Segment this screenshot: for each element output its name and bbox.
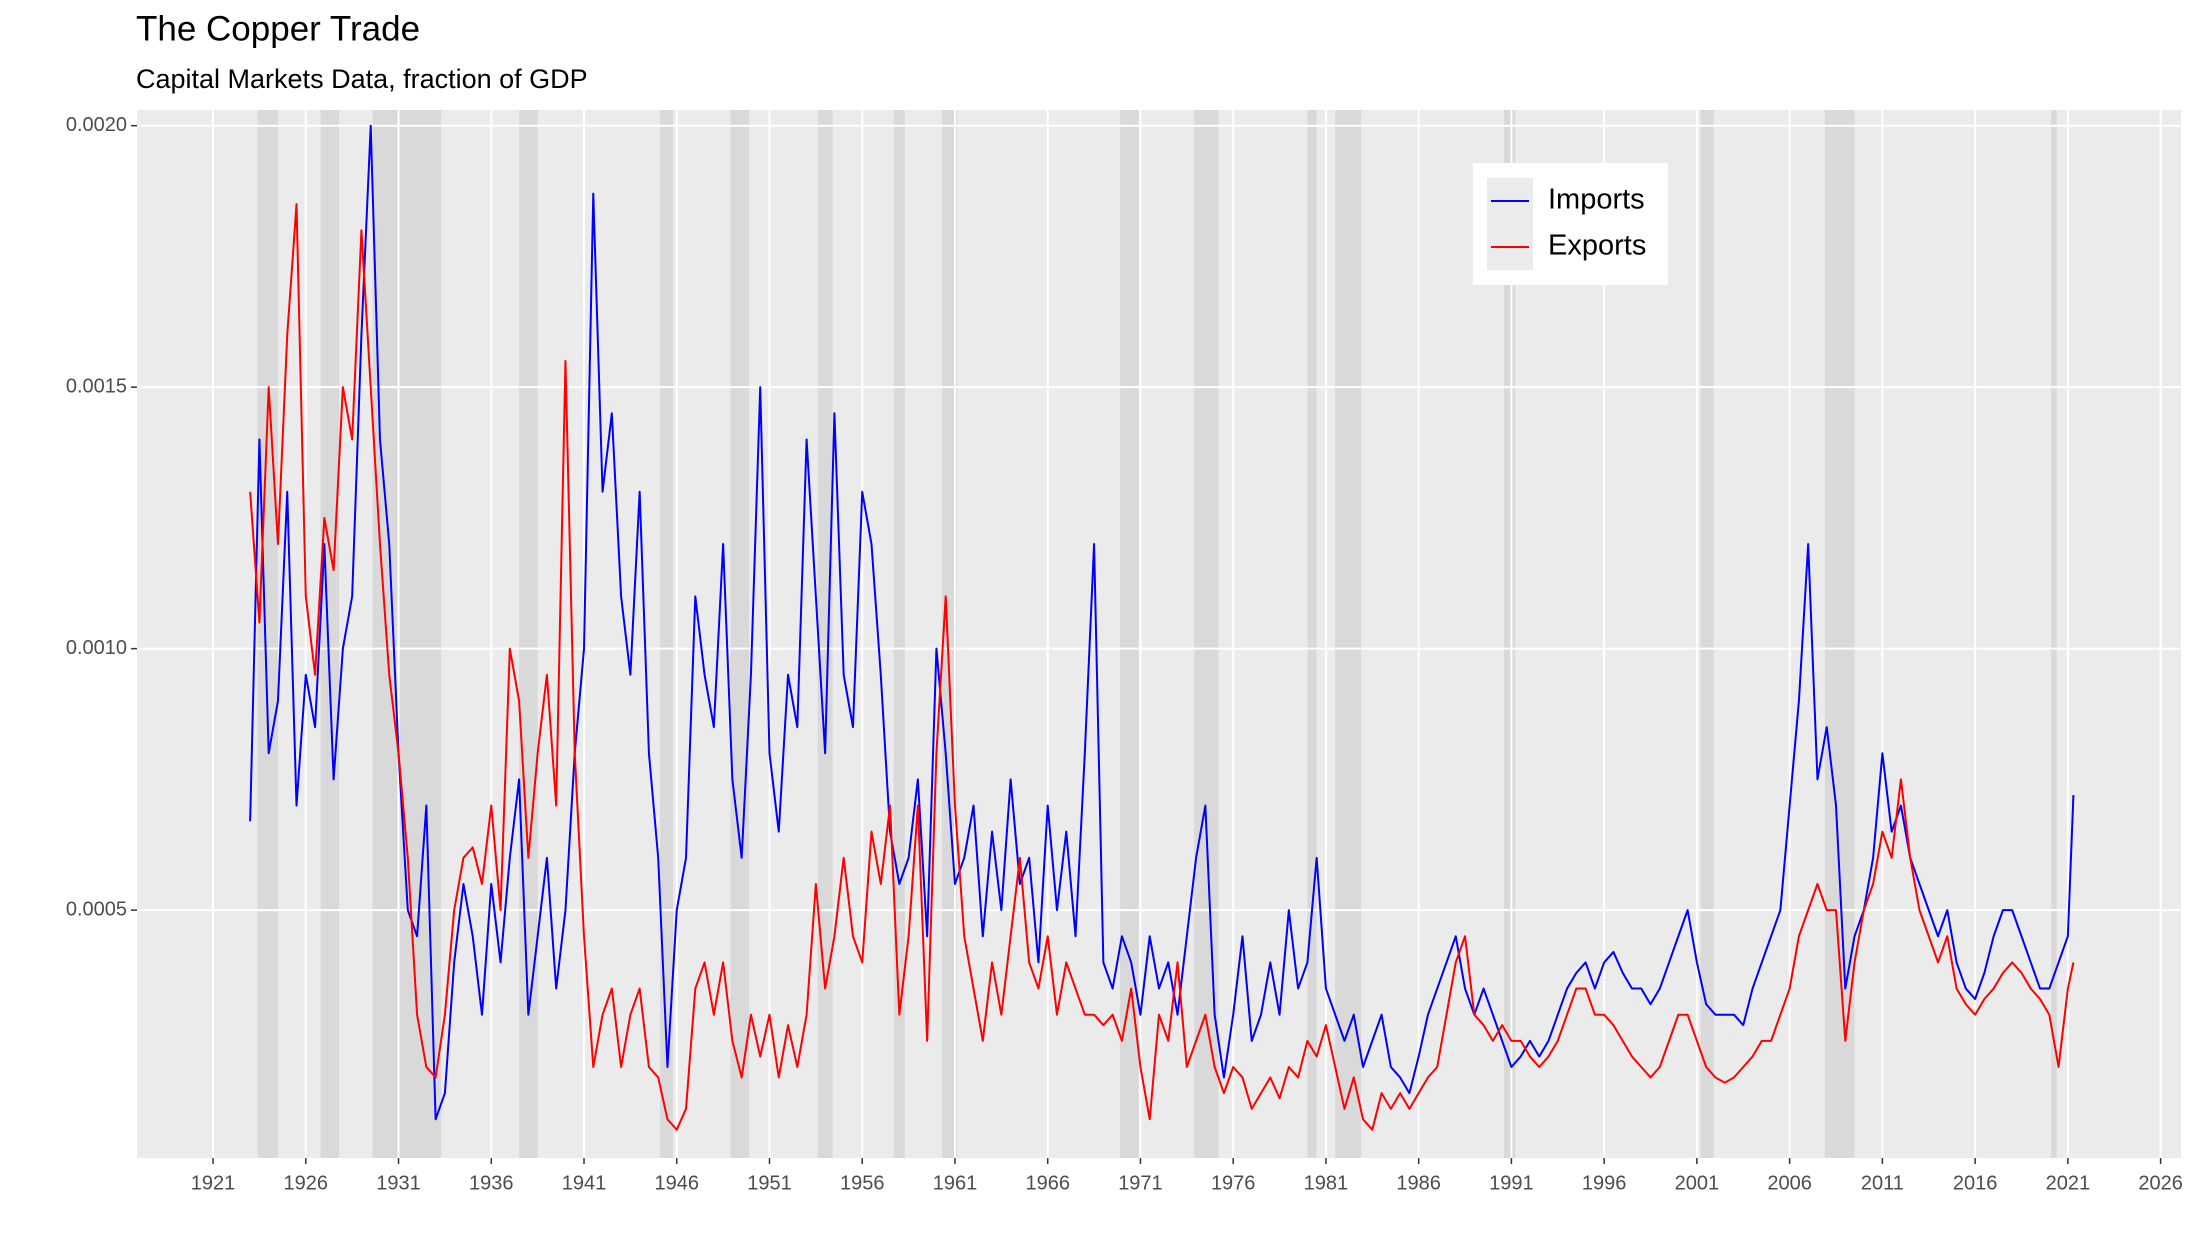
- plot-background: [137, 110, 2181, 1158]
- legend-label: Exports: [1548, 230, 1646, 262]
- x-tick-label: 1986: [1396, 1172, 1441, 1194]
- data-line: [249, 124, 2075, 1121]
- shaded-period: [1307, 110, 1317, 1158]
- x-tick-label: 1956: [840, 1172, 885, 1194]
- shaded-period: [257, 110, 278, 1158]
- y-tick-label: 0.0010: [66, 637, 127, 659]
- x-tick-label: 2026: [2138, 1172, 2183, 1194]
- shaded-period: [1194, 110, 1219, 1158]
- shaded-period: [2051, 110, 2057, 1158]
- x-tick-label: 2016: [1953, 1172, 1998, 1194]
- y-tick-label: 0.0015: [66, 375, 127, 397]
- chart-subtitle: Capital Markets Data, fraction of GDP: [136, 64, 588, 94]
- shaded-period: [1824, 110, 1855, 1158]
- shaded-period: [1120, 110, 1139, 1158]
- y-tick-label: 0.0020: [66, 114, 127, 136]
- shaded-period: [372, 110, 442, 1158]
- x-tick-label: 1966: [1025, 1172, 1070, 1194]
- shaded-period: [730, 110, 750, 1158]
- shaded-period: [893, 110, 905, 1158]
- x-tick-label: 1976: [1211, 1172, 1256, 1194]
- shaded-period: [1700, 110, 1714, 1158]
- x-tick-label: 2021: [2046, 1172, 2091, 1194]
- data-line: [249, 203, 2075, 1131]
- series-group: [249, 124, 2075, 1121]
- shaded-period: [320, 110, 340, 1158]
- x-tick-label: 1971: [1118, 1172, 1163, 1194]
- x-tick-label: 1996: [1582, 1172, 1627, 1194]
- legend-label: Imports: [1548, 184, 1645, 216]
- x-tick-label: 1931: [376, 1172, 421, 1194]
- x-tick-label: 1926: [284, 1172, 329, 1194]
- x-tick-label: 2001: [1675, 1172, 1720, 1194]
- x-tick-label: 1951: [747, 1172, 792, 1194]
- series-group: [249, 203, 2075, 1131]
- x-tick-label: 1941: [562, 1172, 607, 1194]
- x-tick-label: 2006: [1767, 1172, 1812, 1194]
- chart-title: The Copper Trade: [136, 9, 420, 48]
- x-tick-label: 1991: [1489, 1172, 1534, 1194]
- x-tick-label: 1921: [191, 1172, 236, 1194]
- shaded-period: [1335, 110, 1362, 1158]
- y-tick-label: 0.0005: [66, 898, 127, 920]
- x-tick-label: 2011: [1861, 1172, 1904, 1194]
- shaded-period: [817, 110, 833, 1158]
- x-tick-label: 1936: [469, 1172, 514, 1194]
- x-tick-label: 1946: [654, 1172, 699, 1194]
- x-tick-label: 1961: [933, 1172, 978, 1194]
- shaded-period: [660, 110, 674, 1158]
- x-tick-label: 1981: [1304, 1172, 1349, 1194]
- shaded-period: [941, 110, 957, 1158]
- shaded-period: [1503, 110, 1516, 1158]
